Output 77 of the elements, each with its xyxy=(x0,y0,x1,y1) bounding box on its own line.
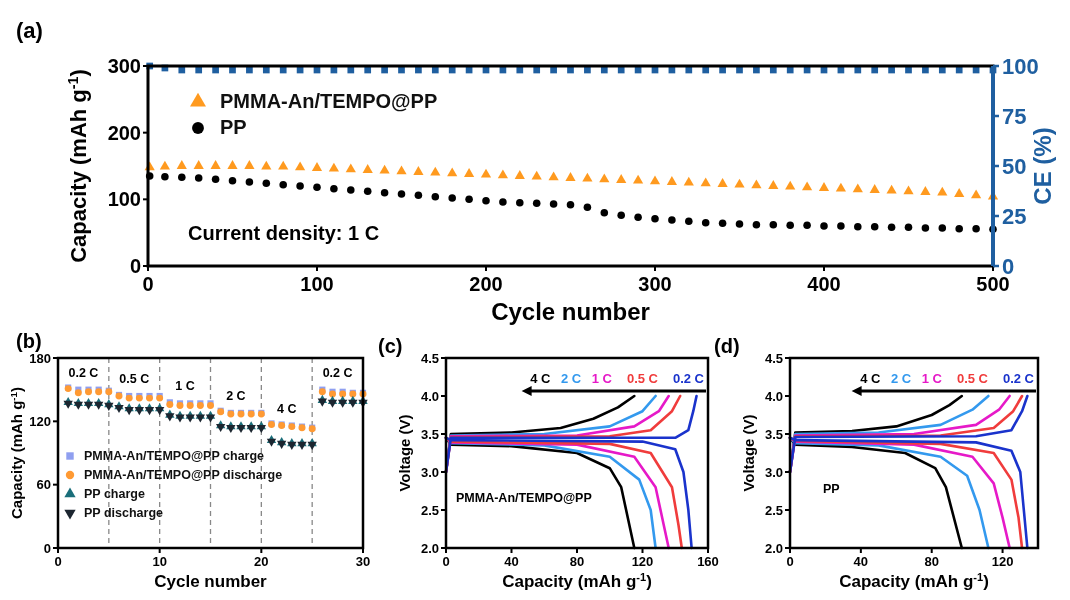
x-tick-label: 100 xyxy=(300,273,334,295)
text: 4 C xyxy=(860,371,882,386)
x-tick-label: 0 xyxy=(54,554,62,569)
y-tick-label: 4.0 xyxy=(764,388,783,404)
y-tick-label: 0 xyxy=(129,255,141,277)
x-tick-label: 300 xyxy=(638,273,672,295)
chart-title: (b) xyxy=(16,330,42,352)
text: 1 C xyxy=(921,371,943,386)
annotation: 0.5 C xyxy=(119,371,150,386)
x-tick-label: 120 xyxy=(991,554,1014,569)
y-tick-label: 4.0 xyxy=(420,388,439,404)
legend-label: PMMA-An/TEMPO@PP xyxy=(220,90,438,112)
y-axis-title: Voltage (V) xyxy=(396,414,413,492)
annotation: 0.2 C xyxy=(68,366,99,380)
annotation: PMMA-An/TEMPO@PP xyxy=(456,491,592,506)
x-tick-label: 10 xyxy=(152,554,167,569)
x-tick-label: 30 xyxy=(355,554,371,569)
legend-label: PP discharge xyxy=(84,506,164,520)
y-tick-label: 3.0 xyxy=(764,464,783,480)
x-tick-label: 160 xyxy=(697,554,719,569)
series-label: 0.2 C xyxy=(1002,371,1035,386)
series-label: 0.5 C xyxy=(626,371,659,386)
y-axis-title: Voltage (V) xyxy=(740,414,757,492)
x-tick-label: 0 xyxy=(786,554,794,569)
x-axis-title: Capacity (mAh g$^{-1}$) xyxy=(502,571,652,591)
legend-label: PP charge xyxy=(84,487,145,501)
annotation: PP xyxy=(823,481,840,496)
x-axis-title: Cycle number xyxy=(154,572,268,591)
legend-label: PMMA-An/TEMPO@PP discharge xyxy=(84,468,283,482)
x-tick-label: 200 xyxy=(469,273,503,295)
text: 0.5 C xyxy=(956,371,989,386)
text: 4 C xyxy=(530,371,552,386)
chart-title: (c) xyxy=(378,335,403,357)
y-tick-label: 100 xyxy=(107,188,141,211)
y2-tick-label: 50 xyxy=(1002,153,1027,179)
text: 1 C xyxy=(591,371,613,386)
annotation: 4 C xyxy=(277,402,297,417)
annotation: 0.2 C xyxy=(322,366,353,380)
x-axis-title: Capacity (mAh g$^{-1}$) xyxy=(839,571,989,591)
legend-label: PP xyxy=(220,116,247,138)
y-tick-label: 2.5 xyxy=(764,502,783,518)
chart-title: (a) xyxy=(16,18,43,43)
series-label: 0.2 C xyxy=(672,371,705,386)
y2-axis-title: CE (%) xyxy=(1029,127,1056,205)
chart-title: (d) xyxy=(714,335,740,357)
y-tick-label: 3.5 xyxy=(764,426,783,442)
x-tick-label: 80 xyxy=(924,554,939,569)
y-tick-label: 0 xyxy=(43,540,51,556)
x-tick-label: 40 xyxy=(504,554,519,569)
annotation: 2 C xyxy=(226,388,246,403)
annotation: Current density: 1 C xyxy=(188,222,380,244)
y-tick-label: 2.0 xyxy=(764,540,783,556)
x-tick-label: 40 xyxy=(853,554,869,569)
y-tick-label: 200 xyxy=(107,121,141,144)
x-tick-label: 20 xyxy=(254,554,269,569)
y-tick-label: 4.5 xyxy=(420,350,439,366)
y-tick-label: 2.5 xyxy=(420,502,439,518)
legend-label: PMMA-An/TEMPO@PP charge xyxy=(84,449,265,463)
x-tick-label: 400 xyxy=(807,273,841,295)
text: 2 C xyxy=(890,371,912,386)
y-tick-label: 60 xyxy=(36,477,51,493)
y-tick-label: 300 xyxy=(107,55,141,77)
y-tick-label: 3.5 xyxy=(420,426,439,442)
y-tick-label: 4.5 xyxy=(764,350,783,366)
y2-tick-label: 100 xyxy=(1002,53,1039,79)
x-tick-label: 80 xyxy=(569,554,585,569)
y2-tick-label: 25 xyxy=(1002,203,1027,229)
y-tick-label: 120 xyxy=(29,413,51,429)
y2-tick-label: 75 xyxy=(1002,103,1027,129)
annotation: 1 C xyxy=(175,379,195,394)
text: 2 C xyxy=(560,371,582,386)
x-tick-label: 120 xyxy=(631,554,654,569)
x-tick-label: 500 xyxy=(976,273,1010,295)
x-tick-label: 0 xyxy=(442,554,450,569)
y-tick-label: 2.0 xyxy=(420,540,439,556)
x-axis-title: Cycle number xyxy=(491,298,650,325)
y-tick-label: 3.0 xyxy=(420,464,439,480)
